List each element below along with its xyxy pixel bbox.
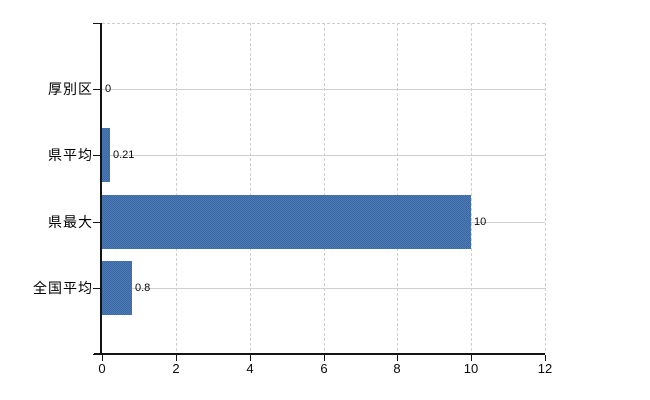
bar-value-label: 0.21 <box>113 149 135 161</box>
y-axis-tick <box>93 89 100 90</box>
x-axis-tick-label: 6 <box>320 361 328 376</box>
bar-県平均 <box>102 128 110 182</box>
gridline-vertical <box>471 23 472 353</box>
gridline-horizontal <box>102 155 545 156</box>
bar-value-label: 10 <box>474 216 487 228</box>
x-axis-tick <box>102 355 103 361</box>
x-axis-tick-label: 0 <box>98 361 106 376</box>
category-label: 県平均 <box>48 147 93 163</box>
gridline-vertical <box>324 23 325 353</box>
x-axis-tick-label: 8 <box>393 361 401 376</box>
y-axis-tick <box>93 288 100 289</box>
x-axis-tick <box>176 355 177 361</box>
category-label: 全国平均 <box>33 280 93 296</box>
x-axis-tick <box>250 355 251 361</box>
y-axis-line <box>100 23 102 355</box>
category-label: 厚別区 <box>48 81 93 97</box>
gridline-vertical <box>176 23 177 353</box>
category-label: 県最大 <box>48 214 93 230</box>
gridline-horizontal <box>102 89 545 90</box>
y-axis-tick <box>93 222 100 223</box>
bar-value-label: 0 <box>105 83 112 95</box>
plot-border-top <box>102 23 545 24</box>
x-axis-tick-label: 10 <box>463 361 479 376</box>
x-axis-tick-label: 4 <box>246 361 254 376</box>
x-axis-tick <box>545 355 546 361</box>
bar-県最大 <box>102 195 471 249</box>
bar-value-label: 0.8 <box>135 282 151 294</box>
x-axis-tick <box>324 355 325 361</box>
gridline-horizontal <box>102 288 545 289</box>
x-axis-line <box>94 353 545 355</box>
y-axis-tick <box>93 354 100 355</box>
gridline-vertical <box>250 23 251 353</box>
x-axis-tick-label: 2 <box>172 361 180 376</box>
y-axis-tick <box>93 155 100 156</box>
y-axis-tick <box>93 23 100 24</box>
bar-全国平均 <box>102 261 132 315</box>
gridline-vertical <box>545 23 546 353</box>
x-axis-tick <box>471 355 472 361</box>
x-axis-tick <box>397 355 398 361</box>
gridline-vertical <box>397 23 398 353</box>
x-axis-tick-label: 12 <box>537 361 553 376</box>
